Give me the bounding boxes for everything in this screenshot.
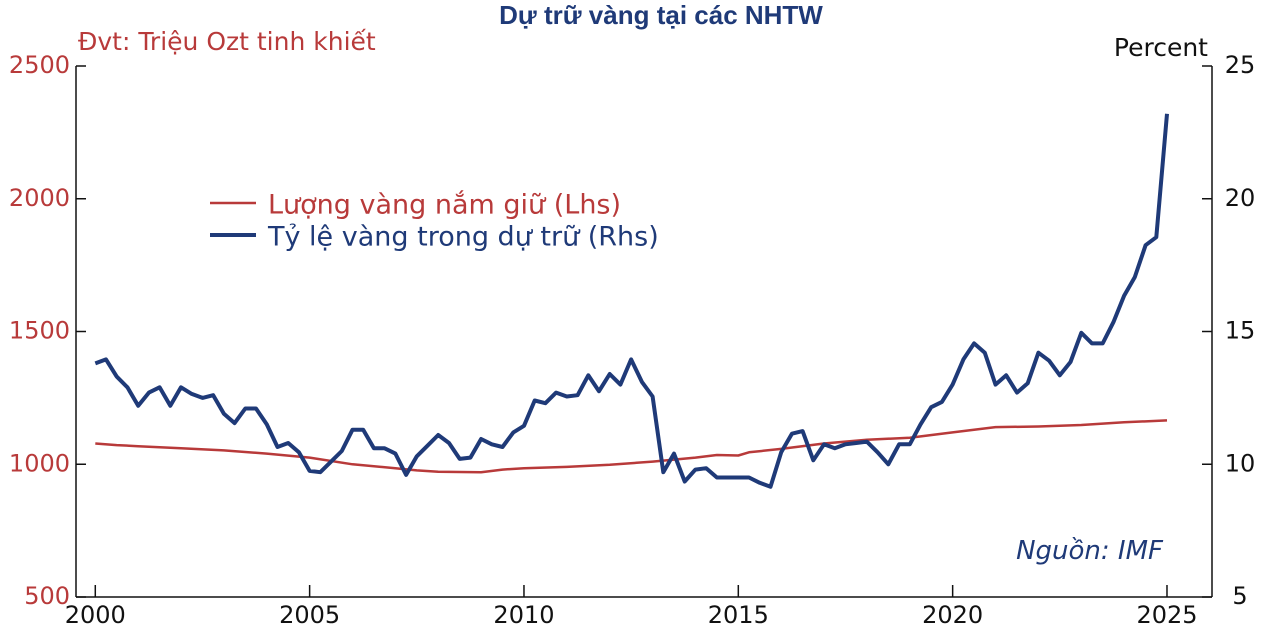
right-tick-label: 10 [1225,449,1256,477]
chart-title: Dự trữ vàng tại các NHTW [499,0,823,30]
source-note: Nguồn: IMF [1016,536,1164,566]
left-tick-label: 500 [24,582,70,610]
right-axis-ticks: 5 10 15 20 25 [1202,51,1255,610]
left-tick-label: 2500 [9,51,70,79]
left-tick-label: 1000 [9,449,70,477]
axes [75,66,1213,598]
right-tick-label: 5 [1232,582,1247,610]
left-axis-unit-label: Đvt: Triệu Ozt tinh khiết [78,27,376,56]
left-axis-ticks: 500 1000 1500 2000 2500 [9,51,86,610]
x-tick-label: 2025 [1136,601,1197,629]
right-axis-unit-label: Percent [1114,33,1208,62]
series-lines [94,113,1169,489]
right-tick-label: 15 [1225,317,1256,345]
right-tick-label: 20 [1225,184,1256,212]
x-tick-label: 2010 [493,601,554,629]
x-axis-ticks: 2000 2005 2010 2015 2020 2025 [65,585,1198,629]
x-tick-label: 2005 [279,601,340,629]
series-line-lhs-gold-holdings [95,419,1168,474]
legend: Lượng vàng nắm giữ (Lhs) Tỷ lệ vàng tron… [210,190,659,253]
x-tick-label: 2015 [708,601,769,629]
left-tick-label: 2000 [9,184,70,212]
legend-label-rhs: Tỷ lệ vàng trong dự trữ (Rhs) [267,222,659,253]
x-tick-label: 2020 [922,601,983,629]
right-tick-label: 25 [1225,51,1256,79]
legend-label-lhs: Lượng vàng nắm giữ (Lhs) [268,190,621,221]
x-tick-label: 2000 [65,601,126,629]
left-tick-label: 1500 [9,317,70,345]
series-line-rhs-gold-share [94,113,1169,489]
